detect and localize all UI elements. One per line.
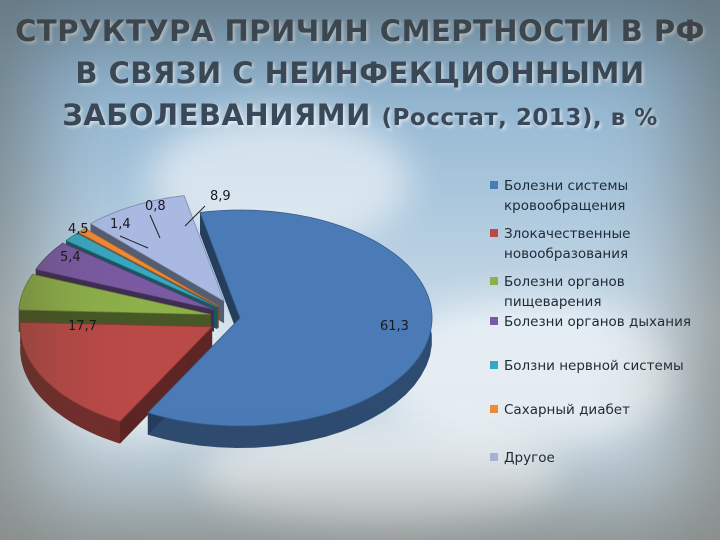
page-title: СТРУКТУРА ПРИЧИН СМЕРТНОСТИ В РФ В СВЯЗИ… (0, 10, 720, 139)
pie-slice-2 (18, 273, 211, 315)
pie-slice-side-1 (20, 322, 121, 444)
leader-line-5 (149, 214, 161, 239)
pie-slice-4 (65, 232, 218, 308)
legend-item-6: Другое (490, 448, 555, 468)
title-line-2: В СВЯЗИ С НЕИНФЕКЦИОННЫМИ (75, 56, 645, 90)
pie-slice-wall-0-0 (200, 212, 240, 340)
title-line-3-main: ЗАБОЛЕВАНИЯМИ (62, 98, 371, 132)
legend-item-2: Болезни органов пищеварения (490, 272, 625, 312)
legend-swatch-4 (490, 361, 498, 369)
pie-slice-3 (35, 242, 215, 311)
legend-swatch-0 (490, 181, 498, 189)
data-label-6: 8,9 (210, 189, 231, 204)
data-label-5: 0,8 (145, 199, 166, 214)
legend-swatch-2 (490, 277, 498, 285)
legend-item-4: Болзни нервной системы (490, 356, 684, 376)
legend-swatch-6 (490, 453, 498, 461)
legend-item-0: Болезни системы кровообращения (490, 176, 628, 216)
legend-swatch-3 (490, 317, 498, 325)
legend-label-5: Сахарный диабет (504, 402, 630, 418)
pie-slice-wall-1-0 (119, 326, 213, 444)
data-label-2: 5,4 (60, 250, 81, 265)
pie-slice-6 (89, 195, 225, 303)
legend-label-2: Болезни органов пищеварения (504, 274, 625, 310)
legend-label-3: Болезни органов дыхания (504, 314, 692, 330)
pie-slice-1 (19, 321, 214, 423)
data-label-4: 1,4 (110, 217, 131, 232)
legend-item-1: Злокачественные новообразования (490, 224, 630, 264)
pie-slice-5 (77, 228, 219, 307)
legend-label-6: Другое (504, 450, 555, 466)
pie-slice-0 (147, 209, 433, 427)
leader-line-6 (184, 205, 206, 227)
legend-label-0: Болезни системы кровообращения (504, 178, 629, 214)
title-line-3: ЗАБОЛЕВАНИЯМИ (Росстат, 2013), в % (0, 94, 720, 139)
data-label-3: 4,5 (68, 222, 89, 237)
legend-item-5: Сахарный диабет (490, 400, 630, 420)
title-line-1: СТРУКТУРА ПРИЧИН СМЕРТНОСТИ В РФ (15, 14, 705, 48)
title-line-3-sub: (Росстат, 2013), в % (381, 105, 658, 131)
legend-label-1: Злокачественные новообразования (504, 226, 631, 262)
pie-slice-side-0 (147, 210, 432, 448)
leader-line-4 (119, 235, 149, 249)
legend-item-3: Болезни органов дыхания (490, 312, 691, 332)
legend-swatch-1 (490, 229, 498, 237)
data-label-1: 17,7 (68, 319, 97, 334)
legend-label-4: Болзни нервной системы (504, 358, 684, 374)
legend-swatch-5 (490, 405, 498, 413)
data-label-0: 61,3 (380, 319, 409, 334)
